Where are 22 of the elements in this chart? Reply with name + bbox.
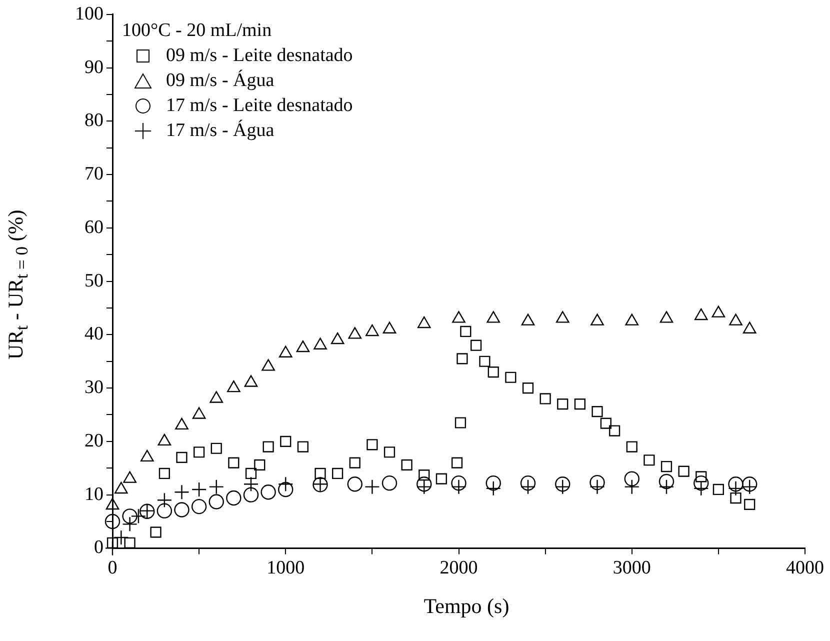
y-tick-label: 20 [84, 430, 104, 452]
y-tick-label: 10 [84, 484, 104, 505]
legend-label: 09 m/s - Água [166, 68, 274, 93]
x-tick-label: 1000 [266, 558, 305, 579]
x-tick-label: 2000 [440, 558, 478, 579]
x-axis-title: Tempo (s) [422, 594, 510, 619]
legend-label: 17 m/s - Água [166, 118, 274, 143]
x-tick-label: 3000 [612, 558, 651, 579]
x-tick-label: 0 [108, 558, 118, 579]
y-tick-label: 40 [84, 324, 104, 345]
y-tick-label: 70 [84, 164, 104, 185]
y-tick-label: 50 [84, 270, 104, 292]
y-tick-label: 0 [94, 537, 104, 558]
x-tick-label: 4000 [786, 558, 824, 579]
legend-title: 100°C - 20 mL/min [122, 19, 273, 43]
y-tick-label: 30 [84, 377, 104, 398]
y-tick-label: 90 [84, 56, 104, 78]
legend-label: 09 m/s - Leite desnatado [166, 44, 353, 68]
y-tick-label: 60 [84, 216, 104, 238]
y-tick-label: 80 [84, 110, 104, 132]
y-tick-label: 100 [75, 3, 104, 24]
legend-label: 17 m/s - Leite desnatado [166, 94, 353, 118]
